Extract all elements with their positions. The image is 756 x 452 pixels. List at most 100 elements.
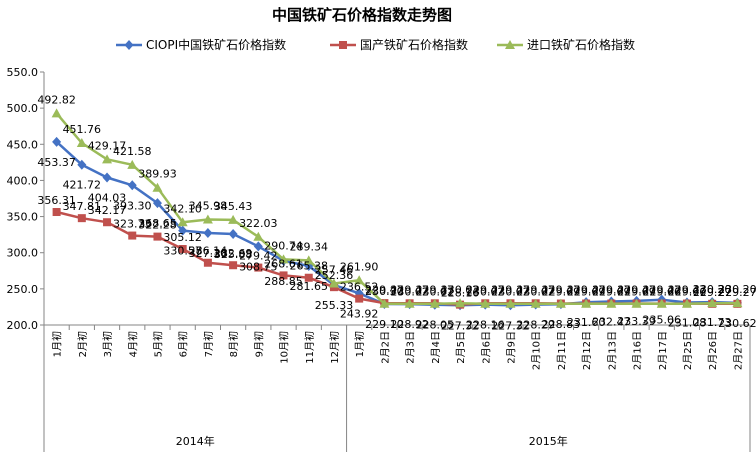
y-tick-label: 200.0 — [7, 319, 39, 332]
x-category-label: 6月初 — [177, 331, 190, 357]
x-category-label: 10月初 — [278, 331, 291, 364]
data-label: 230.02 — [390, 285, 429, 298]
series-2-labels: 356.31347.81342.17323.73322.28305.12286.… — [37, 194, 756, 300]
x-category-label: 2月9日 — [505, 331, 517, 364]
x-category-label: 2月6日 — [480, 331, 492, 364]
data-label: 282.69 — [214, 247, 253, 260]
x-category-label: 2月17日 — [657, 331, 669, 370]
data-label: 345.43 — [214, 200, 253, 213]
x-category-label: 11月初 — [303, 331, 316, 364]
x-category-label: 1月初 — [51, 331, 64, 357]
data-point — [202, 214, 213, 224]
data-label: 228.16 — [441, 287, 480, 300]
x-category-label: 2月2日 — [379, 331, 391, 364]
data-label: 235.06 — [643, 314, 682, 327]
data-label: 229.27 — [718, 286, 756, 299]
data-point — [429, 298, 440, 308]
data-label: 288.85 — [264, 275, 303, 288]
data-label: 228.05 — [416, 319, 455, 332]
data-label: 393.30 — [113, 199, 152, 212]
data-point — [52, 136, 62, 147]
data-point — [304, 273, 313, 282]
x-category-label: 2月5日 — [455, 331, 467, 364]
data-label: 229.47 — [491, 284, 530, 297]
data-point — [153, 232, 162, 241]
data-label: 227.32 — [491, 319, 530, 332]
data-label: 229.66 — [668, 286, 707, 299]
data-label: 229.47 — [668, 284, 707, 297]
data-point — [51, 108, 62, 118]
data-label: 228.16 — [466, 319, 505, 332]
data-label: 229.47 — [542, 284, 581, 297]
x-category-label: 9月初 — [252, 331, 265, 357]
data-label: 281.65 — [290, 280, 329, 293]
data-label: 229.10 — [365, 318, 404, 331]
data-label: 451.76 — [63, 123, 102, 136]
data-point — [707, 298, 718, 308]
data-label: 286.14 — [189, 245, 228, 258]
data-label: 347.81 — [63, 200, 102, 213]
data-label: 228.83 — [542, 318, 581, 331]
legend-swatch-marker — [339, 41, 347, 49]
data-point — [480, 298, 491, 308]
series-line — [55, 112, 738, 305]
data-point — [404, 298, 415, 308]
legend-swatch-marker — [505, 40, 515, 49]
data-label: 229.69 — [592, 286, 631, 299]
data-label: 229.47 — [643, 284, 682, 297]
data-label: 356.31 — [37, 194, 76, 207]
data-label: 389.93 — [138, 168, 177, 181]
x-category-label: 3月初 — [101, 331, 114, 357]
legend-label: CIOPI中国铁矿石价格指数 — [146, 37, 286, 52]
data-point — [253, 231, 264, 241]
data-point — [606, 298, 617, 308]
data-label: 421.72 — [63, 179, 102, 192]
data-label: 327.30 — [189, 247, 228, 260]
y-tick-label: 450.0 — [7, 138, 39, 151]
data-point — [732, 298, 743, 308]
data-label: 268.61 — [264, 257, 303, 270]
data-point — [152, 198, 162, 209]
data-point — [656, 298, 667, 308]
x-axis: 1月初 2月初 3月初 4月初 5月初 6月初 7月初 8月初 9月初 10月初 11月初 12月初 1… — [43, 324, 751, 452]
series-3-labels: 492.82451.76429.17421.58389.93342.10345.… — [37, 93, 756, 296]
data-point — [253, 241, 263, 252]
data-label: 342.10 — [163, 202, 202, 215]
data-point — [127, 159, 138, 169]
legend-entry-2: 国产铁矿石价格指数 — [330, 37, 468, 52]
data-label: 230.02 — [516, 285, 555, 298]
x-category-label: 2月10日 — [531, 331, 543, 370]
data-label: 228.92 — [390, 318, 429, 331]
data-label: 342.17 — [88, 204, 127, 217]
data-point — [631, 298, 642, 308]
data-label: 305.12 — [163, 231, 202, 244]
data-label: 325.88 — [214, 248, 253, 261]
data-label: 229.69 — [567, 286, 606, 299]
data-point — [505, 298, 516, 308]
data-label: 229.47 — [416, 284, 455, 297]
data-point — [530, 298, 541, 308]
x-category-label: 4月初 — [126, 331, 139, 357]
data-label: 232.47 — [592, 316, 631, 329]
x-group-label: 2014年 — [176, 434, 215, 448]
data-point — [303, 255, 314, 265]
data-point — [681, 298, 692, 308]
data-point — [127, 180, 137, 191]
y-tick-label: 300.0 — [7, 247, 39, 260]
data-point — [77, 214, 86, 223]
data-label: 279.42 — [239, 250, 278, 263]
x-category-label: 2月13日 — [606, 331, 618, 370]
data-label: 229.47 — [365, 284, 404, 297]
data-label: 252.36 — [315, 269, 354, 282]
data-point — [103, 218, 112, 227]
x-category-label: 2月26日 — [707, 331, 719, 370]
data-label: 243.92 — [340, 307, 379, 320]
data-point — [379, 298, 390, 308]
x-category-label: 12月初 — [328, 331, 341, 364]
x-category-label: 2月11日 — [556, 331, 568, 370]
data-point — [278, 254, 289, 264]
data-label: 229.69 — [542, 286, 581, 299]
